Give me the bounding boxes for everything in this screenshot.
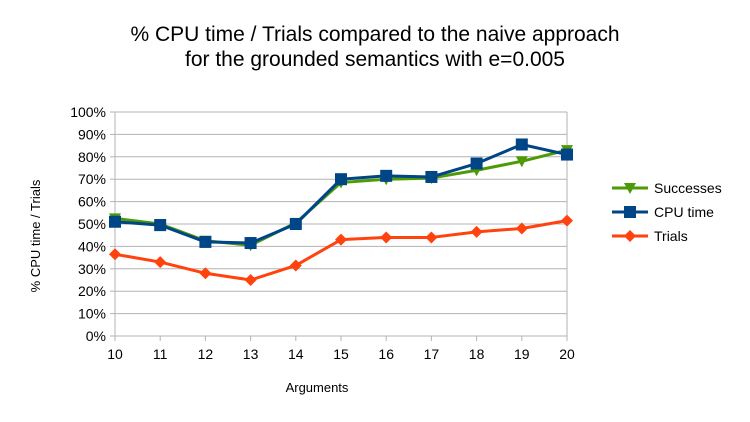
data-point — [154, 256, 167, 269]
data-point — [561, 214, 573, 227]
y-axis-ticks: 0% 10% 20% 30% 40% 50% 60% 70% 80% 90% 100% — [70, 104, 115, 344]
y-tick-label: 80% — [78, 149, 106, 165]
x-tick-label: 20 — [559, 346, 575, 362]
data-point — [335, 173, 347, 186]
data-point — [289, 259, 302, 272]
legend-label: Trials — [654, 228, 688, 244]
series-cpu-time — [109, 138, 573, 250]
data-point — [244, 237, 257, 250]
chart-title-line-1: % CPU time / Trials compared to the naiv… — [130, 23, 620, 46]
series-line — [114, 219, 568, 282]
legend-marker — [624, 230, 636, 242]
data-point — [515, 222, 528, 235]
legend-item: Successes — [612, 180, 722, 196]
series-trials — [109, 214, 573, 286]
data-point — [380, 169, 393, 182]
chart-title-line-2: for the grounded semantics with e=0.005 — [185, 48, 565, 71]
data-point — [425, 231, 438, 244]
legend-marker — [624, 183, 636, 194]
data-point — [335, 233, 347, 246]
data-point — [199, 267, 212, 280]
data-point — [109, 215, 121, 228]
x-tick-label: 15 — [333, 346, 349, 362]
y-tick-label: 100% — [70, 104, 106, 120]
y-axis-label: % CPU time / Trials — [28, 179, 43, 292]
y-tick-label: 30% — [78, 261, 106, 277]
x-tick-label: 18 — [469, 346, 485, 362]
data-point — [470, 157, 483, 170]
x-tick-label: 11 — [153, 346, 168, 362]
legend-label: CPU time — [654, 204, 714, 220]
legend-label: Successes — [654, 180, 722, 196]
y-tick-label: 70% — [78, 171, 106, 187]
data-point — [154, 219, 167, 232]
data-point — [109, 248, 121, 261]
x-tick-label: 16 — [378, 346, 394, 362]
y-tick-label: 50% — [78, 216, 106, 232]
y-tick-label: 10% — [78, 306, 106, 322]
data-point — [515, 138, 528, 151]
x-tick-label: 14 — [288, 346, 304, 362]
y-tick-label: 90% — [78, 126, 106, 142]
y-tick-label: 0% — [86, 328, 106, 344]
x-tick-label: 12 — [198, 346, 214, 362]
legend-item: Trials — [612, 228, 688, 244]
gridlines — [115, 111, 568, 337]
x-tick-label: 17 — [424, 346, 440, 362]
x-tick-label: 13 — [243, 346, 259, 362]
x-axis-label: Arguments — [286, 380, 349, 395]
legend-marker — [624, 206, 636, 218]
data-point — [425, 170, 438, 183]
y-tick-label: 20% — [78, 283, 106, 299]
data-point — [380, 231, 393, 244]
data-point — [561, 148, 573, 161]
legend: Successes CPU time Trials — [612, 180, 722, 244]
y-tick-label: 60% — [78, 194, 106, 210]
legend-item: CPU time — [612, 204, 714, 220]
x-tick-label: 19 — [514, 346, 530, 362]
data-point — [470, 225, 483, 238]
data-point — [199, 235, 212, 248]
data-point — [289, 218, 302, 230]
y-tick-label: 40% — [78, 238, 106, 254]
x-axis-ticks: 10 11 12 13 14 15 16 17 18 19 20 — [107, 336, 575, 362]
series-line — [114, 142, 568, 245]
x-tick-label: 10 — [107, 346, 123, 362]
data-point — [244, 274, 257, 286]
data-point — [515, 156, 528, 168]
series-group — [109, 138, 573, 286]
